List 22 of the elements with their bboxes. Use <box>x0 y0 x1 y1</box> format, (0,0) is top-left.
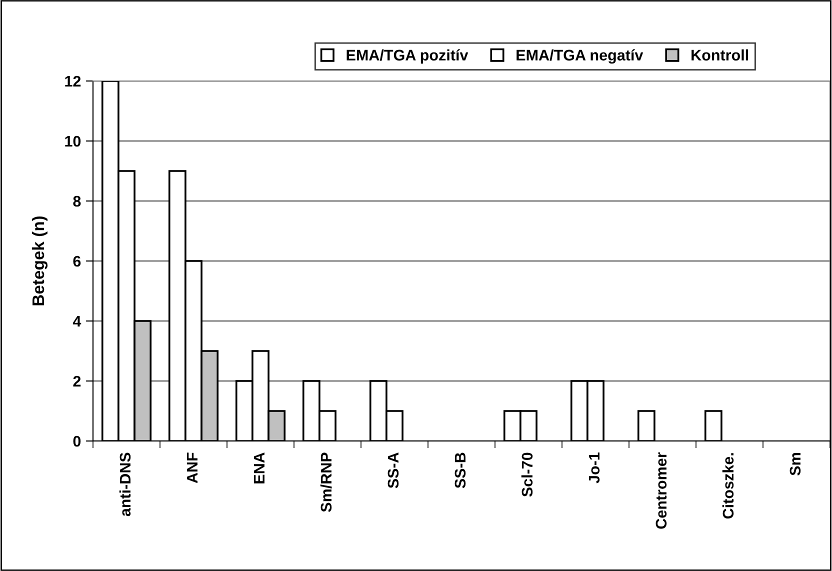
x-tick-label: SS-A <box>388 452 399 488</box>
y-tick-label: 4 <box>72 316 82 327</box>
y-tick-label: 0 <box>73 436 81 447</box>
x-tick-label: SS-B <box>454 452 466 488</box>
y-tick-label: 6 <box>73 256 81 267</box>
x-tick-label: Centromer <box>656 452 667 529</box>
legend-label: EMA/TGA negatív <box>516 49 644 64</box>
x-tick-label: Sm/RNP <box>320 452 332 512</box>
y-tick-label: 2 <box>73 376 81 387</box>
y-tick-label: 8 <box>73 196 81 207</box>
x-tick-label: Citoszke. <box>722 453 734 519</box>
x-tick-label: Jo-1 <box>588 452 600 484</box>
x-tick-label: Scl-70 <box>521 452 533 497</box>
x-tick-label: anti-DNS <box>119 452 131 516</box>
y-tick-label: 10 <box>65 136 81 147</box>
x-tick-label: ENA <box>254 452 264 484</box>
legend-label: Kontroll <box>692 49 748 61</box>
x-tick-label: Sm <box>790 453 801 476</box>
y-axis-title: Betegek (n) <box>32 216 48 306</box>
y-tick-label: 12 <box>65 76 81 87</box>
x-tick-label: ANF <box>186 452 198 484</box>
legend-label: EMA/TGA pozitív <box>346 49 468 64</box>
